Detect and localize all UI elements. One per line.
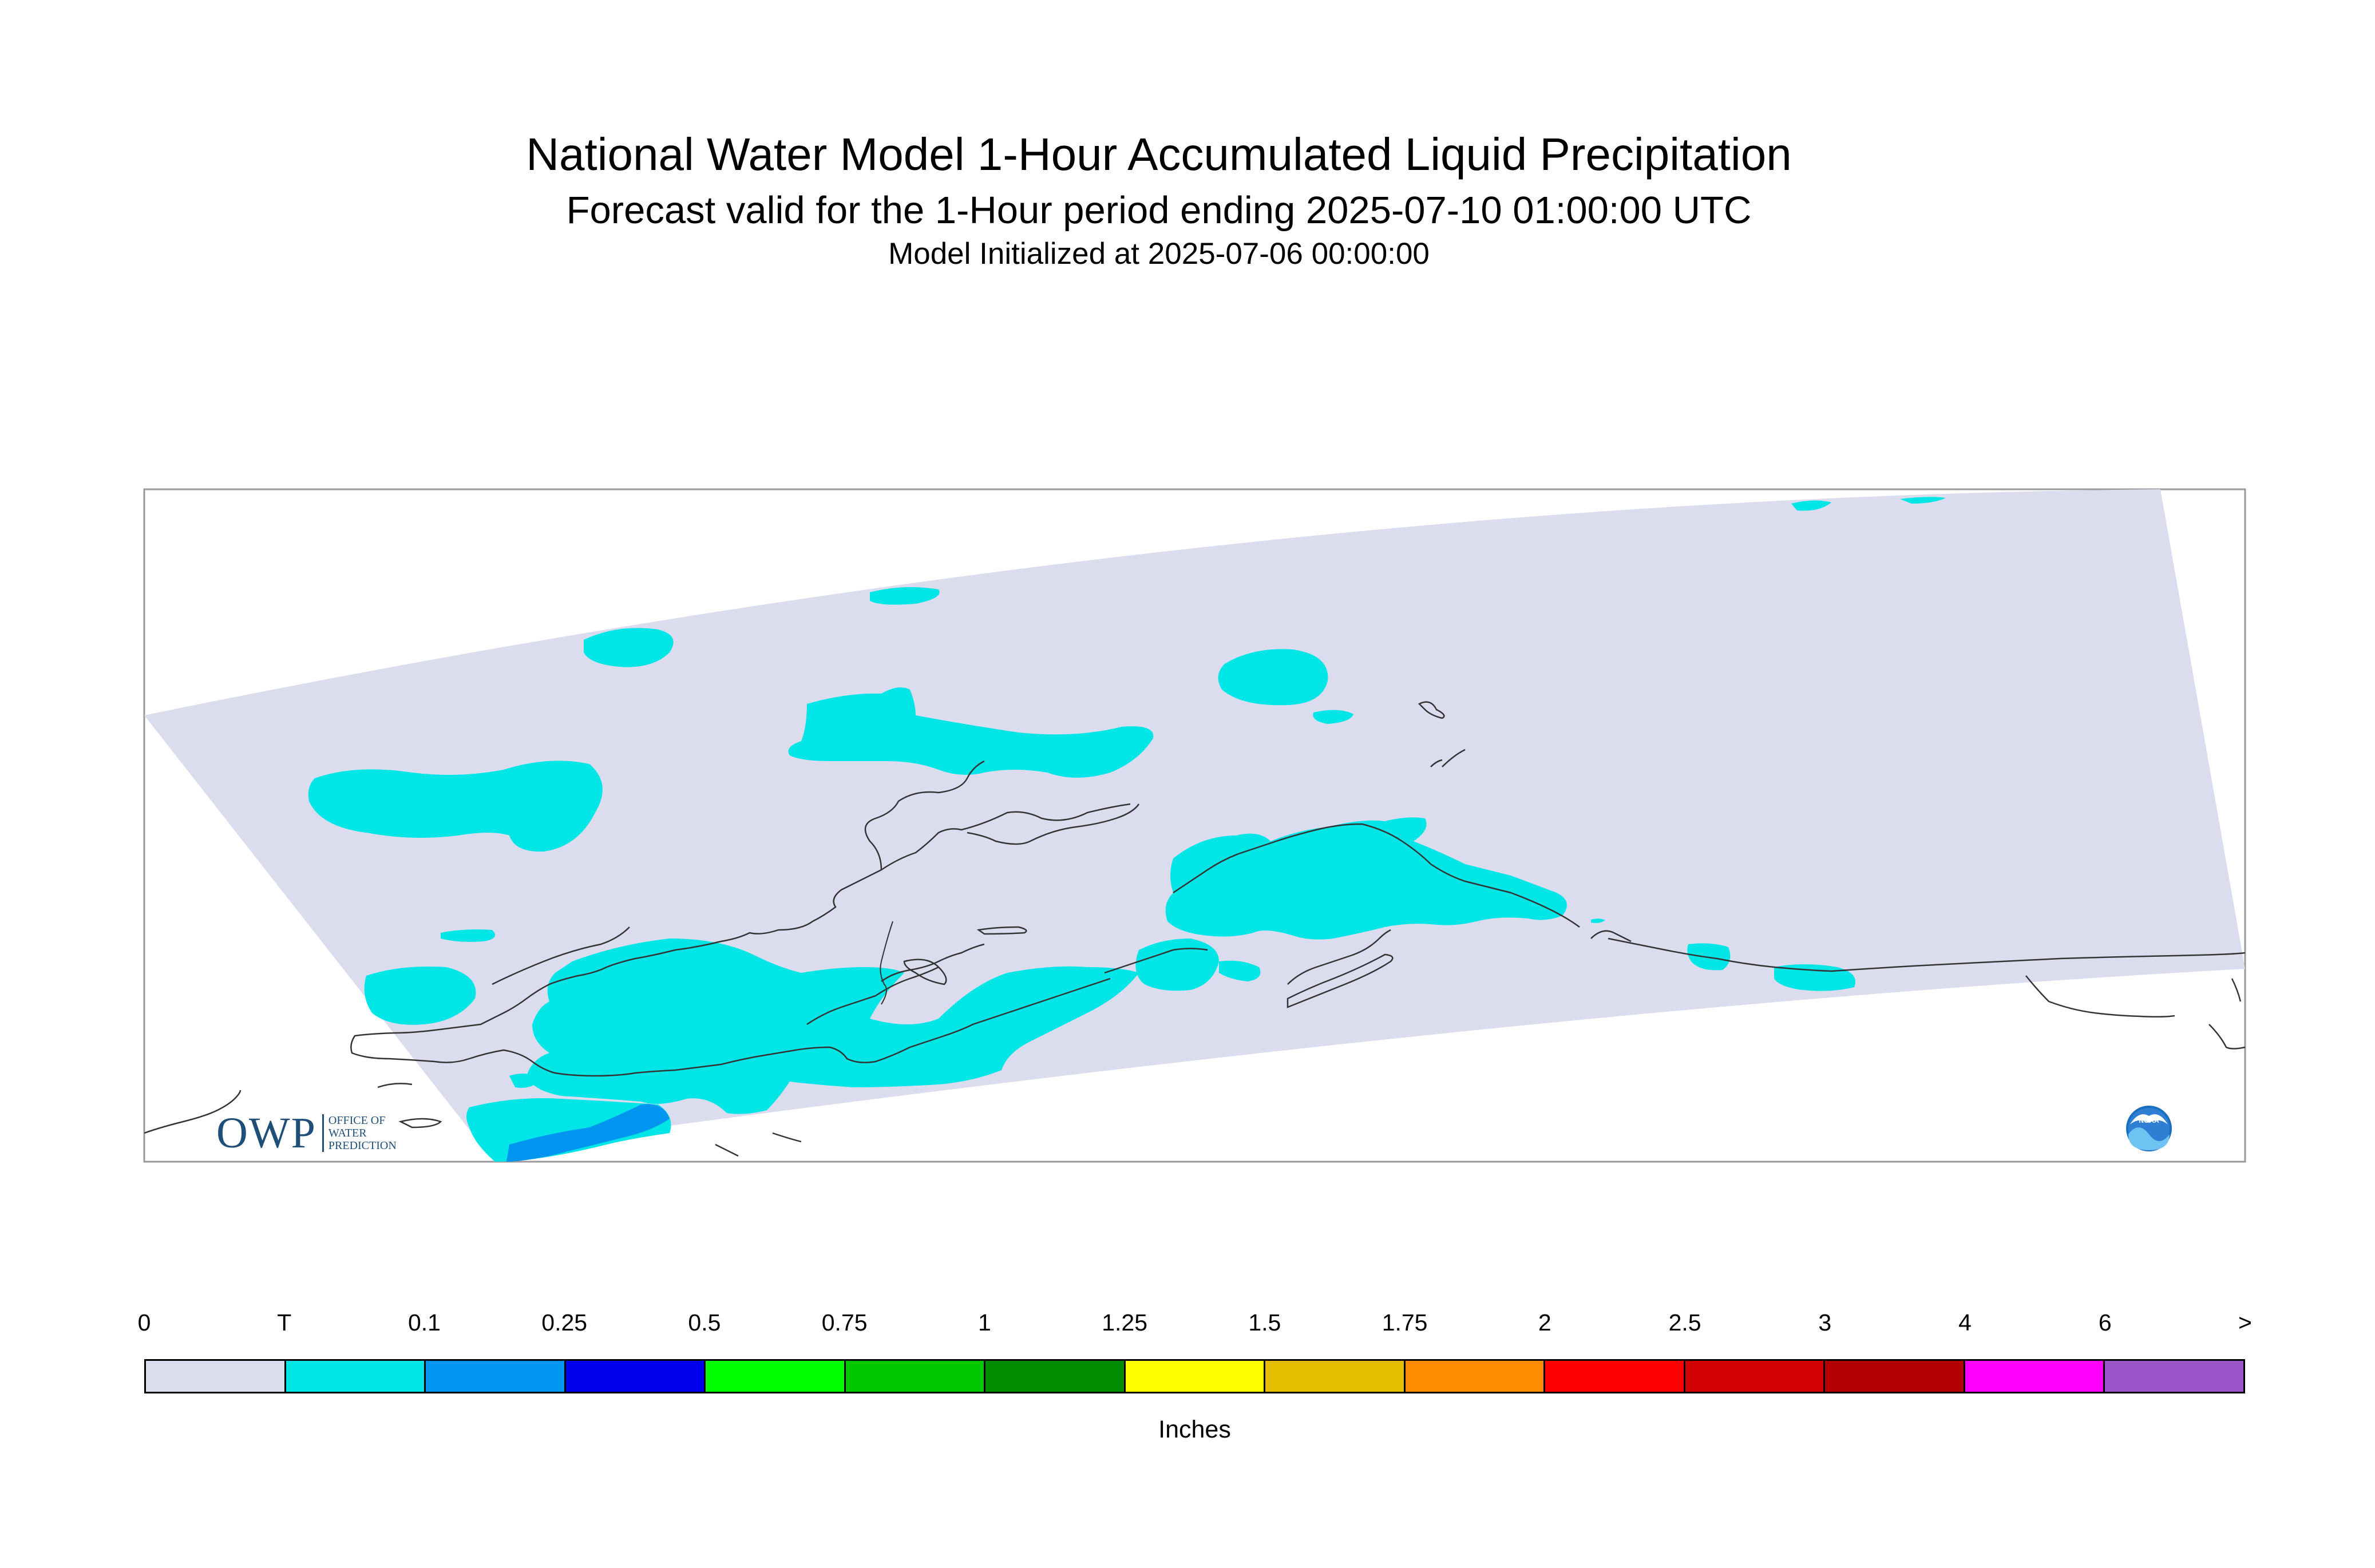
precip-area: [1791, 500, 1831, 511]
legend-bin: [426, 1361, 566, 1392]
coastline: [350, 803, 1131, 1077]
coastline: [1287, 953, 1394, 1008]
precip-area: [1591, 918, 1605, 923]
precip-area: [308, 761, 603, 852]
owp-line-1: OFFICE OF: [328, 1114, 386, 1127]
coastline: [144, 1090, 242, 1134]
coastline: [976, 926, 1027, 935]
legend-tick-label: >: [2238, 1309, 2252, 1336]
legend-bin: [286, 1361, 426, 1392]
legend-tick-label: 0.75: [821, 1309, 868, 1336]
coastline: [398, 1118, 442, 1129]
coastline: [1104, 948, 1208, 974]
coastline: [2025, 975, 2175, 1018]
forecast-valid-subtitle: Forecast valid for the 1-Hour period end…: [566, 189, 1752, 232]
coastline: [795, 977, 1111, 1063]
light-precip-area: [506, 1104, 670, 1162]
coastline: [806, 966, 939, 1025]
precip-area: [1313, 710, 1353, 724]
owp-line-3: PREDICTION: [328, 1139, 397, 1152]
legend-bin: [1265, 1361, 1406, 1392]
legend-bin: [985, 1361, 1126, 1392]
coastline: [1430, 759, 1443, 767]
precip-area: [788, 687, 1154, 778]
precip-area: [1135, 939, 1219, 991]
legend-bin: [706, 1361, 846, 1392]
map-frame: [143, 488, 2246, 1163]
legend-tick-label: 1: [977, 1309, 991, 1336]
coastline: [492, 926, 630, 985]
coastline: [1590, 930, 1632, 943]
legend-tick-label: 4: [1958, 1309, 1972, 1336]
precip-area: [870, 587, 940, 605]
coastline: [881, 943, 985, 983]
owp-logo: OWP OFFICE OF WATER PREDICTION: [216, 1110, 397, 1156]
legend-tick-label: T: [277, 1309, 292, 1336]
coastline: [715, 1143, 739, 1157]
legend-tick-label: 0.1: [407, 1309, 441, 1336]
coastline: [1608, 937, 2246, 972]
legend-tick-label: 0: [137, 1309, 151, 1336]
legend-tick-label: 0.5: [688, 1309, 721, 1336]
legend-color-bar: [144, 1359, 2245, 1393]
legend-tick-label: 1.25: [1102, 1309, 1148, 1336]
legend-bin: [565, 1361, 706, 1392]
precip-area: [584, 628, 674, 667]
legend-bin: [146, 1361, 286, 1392]
legend-bin: [1965, 1361, 2105, 1392]
noaa-label: NOAA: [2139, 1116, 2159, 1124]
legend-units-label: Inches: [1158, 1416, 1231, 1443]
coastline: [1418, 701, 1445, 719]
map-title: National Water Model 1-Hour Accumulated …: [526, 129, 1792, 180]
legend-bin: [1125, 1361, 1266, 1392]
precip-area: [1900, 497, 1946, 504]
coastlines: [144, 701, 2246, 1157]
coastline: [1442, 749, 1466, 767]
coastline: [1287, 929, 1391, 985]
coastline: [1173, 823, 1580, 928]
precip-area: [1165, 817, 1567, 940]
legend-bin: [1545, 1361, 1685, 1392]
legend-bin: [2105, 1361, 2243, 1392]
legend-tick-label: 2.5: [1668, 1309, 1701, 1336]
precip-area: [509, 1074, 541, 1088]
precip-area: [1219, 960, 1261, 981]
precip-area: [1218, 649, 1328, 706]
coastline: [903, 959, 947, 985]
legend-tick-label: 1.5: [1248, 1309, 1281, 1336]
coastline: [772, 1132, 802, 1143]
legend-bin: [845, 1361, 986, 1392]
model-init-subtitle: Model Initialized at 2025-07-06 00:00:00: [888, 237, 1430, 271]
legend-tick-label: 1.75: [1382, 1309, 1428, 1336]
legend-tick-label: 3: [1818, 1309, 1832, 1336]
coastline: [2231, 978, 2242, 1002]
owp-logo-wordmark: OWP: [216, 1109, 316, 1157]
noaa-logo: NOAA: [2126, 1106, 2172, 1151]
coastline: [967, 803, 1140, 845]
legend-bin: [1825, 1361, 1965, 1392]
legend-tick-label: 2: [1538, 1309, 1551, 1336]
coastline: [864, 760, 985, 870]
owp-logo-subtitle: OFFICE OF WATER PREDICTION: [322, 1114, 397, 1152]
legend-bin: [1405, 1361, 1546, 1392]
border-line: [880, 921, 893, 1005]
precip-area: [441, 929, 495, 942]
precip-area: [364, 967, 476, 1025]
owp-line-2: WATER: [328, 1127, 367, 1139]
color-legend: 0 T 0.1 0.25 0.5 0.75 1 1.25 1.5 1.75 2 2.5 3 4 6 > Inc…: [138, 1308, 2252, 1457]
legend-tick-label: 0.25: [541, 1309, 588, 1336]
legend-bin: [1685, 1361, 1826, 1392]
coastline: [2208, 1024, 2246, 1050]
legend-tick-label: 6: [2098, 1309, 2112, 1336]
coastline: [377, 1083, 413, 1088]
